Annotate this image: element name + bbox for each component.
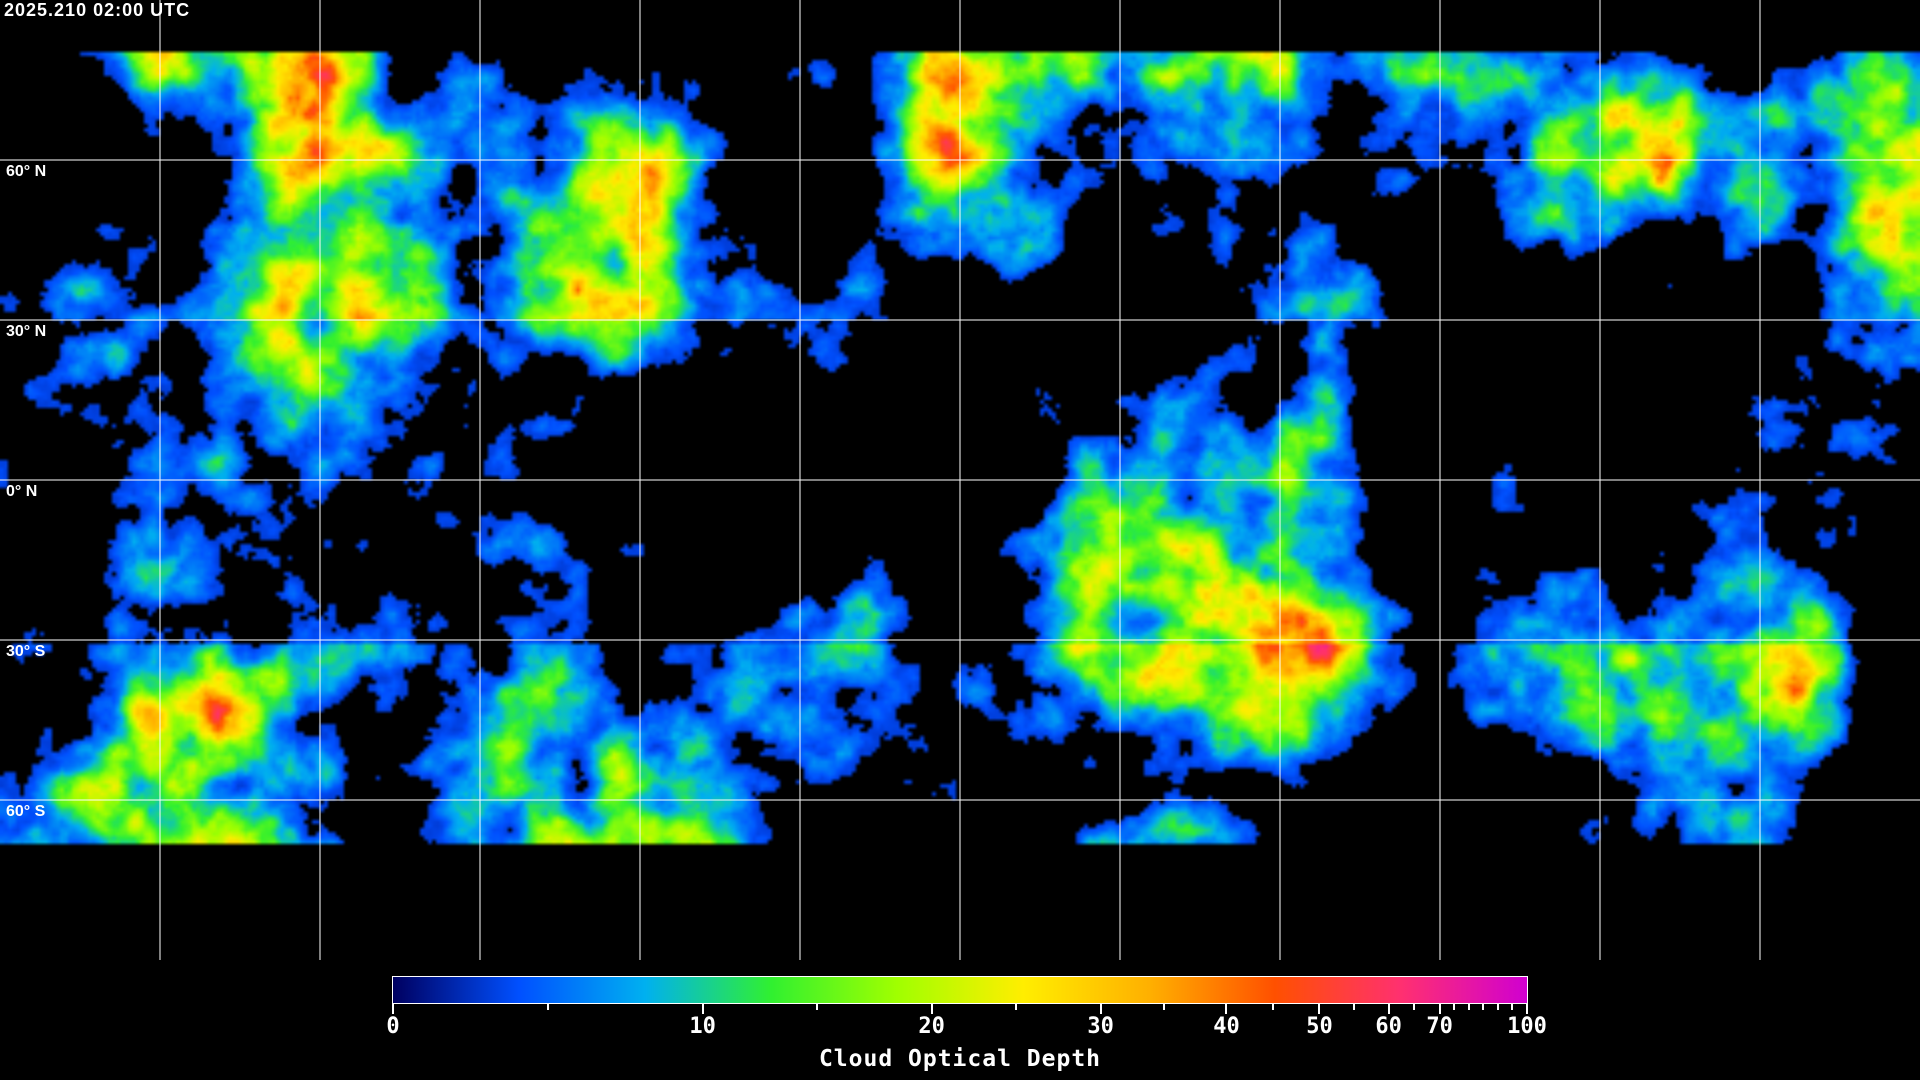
colorbar-tick-label: 70 xyxy=(1426,1014,1453,1039)
colorbar-major-tick xyxy=(1318,1004,1321,1014)
colorbar-minor-tick xyxy=(1413,1004,1416,1010)
lat-label: 0° N xyxy=(6,483,38,500)
colorbar-tick-label: 40 xyxy=(1213,1014,1240,1039)
colorbar-major-tick xyxy=(701,1004,704,1014)
lat-lon-grid xyxy=(0,0,1920,960)
colorbar-minor-tick xyxy=(816,1004,819,1010)
colorbar-major-tick xyxy=(1438,1004,1441,1014)
lat-label: 30° N xyxy=(6,323,47,340)
lat-label: 60° S xyxy=(6,803,46,820)
colorbar-tick-label: 20 xyxy=(918,1014,945,1039)
lat-label: 60° N xyxy=(6,163,47,180)
colorbar-minor-tick xyxy=(546,1004,549,1010)
lat-label: 30° S xyxy=(6,643,46,660)
colorbar-tick-label: 10 xyxy=(689,1014,716,1039)
colorbar xyxy=(392,976,1528,1004)
colorbar-major-tick xyxy=(930,1004,933,1014)
colorbar-major-tick xyxy=(1526,1004,1528,1014)
colorbar-tick-label: 50 xyxy=(1306,1014,1333,1039)
colorbar-tick-label: 30 xyxy=(1087,1014,1114,1039)
colorbar-minor-tick xyxy=(1496,1004,1499,1010)
colorbar-minor-tick xyxy=(1271,1004,1274,1010)
colorbar-minor-tick xyxy=(1467,1004,1470,1010)
colorbar-major-tick xyxy=(1099,1004,1102,1014)
timestamp-title: 2025.210 02:00 UTC xyxy=(4,0,191,20)
colorbar-tick-label: 100 xyxy=(1507,1014,1547,1039)
colorbar-major-tick xyxy=(392,1004,394,1014)
colorbar-minor-tick xyxy=(1353,1004,1356,1010)
colorbar-tick-label: 0 xyxy=(386,1014,400,1039)
colorbar-minor-tick xyxy=(1453,1004,1456,1010)
colorbar-minor-tick xyxy=(1015,1004,1018,1010)
colorbar-minor-tick xyxy=(1162,1004,1165,1010)
colorbar-minor-tick xyxy=(1511,1004,1514,1010)
colorbar-major-tick xyxy=(1387,1004,1390,1014)
colorbar-minor-tick xyxy=(1482,1004,1485,1010)
colorbar-major-tick xyxy=(1225,1004,1228,1014)
colorbar-tick-label: 60 xyxy=(1375,1014,1402,1039)
colorbar-label: Cloud Optical Depth xyxy=(818,1046,1102,1072)
